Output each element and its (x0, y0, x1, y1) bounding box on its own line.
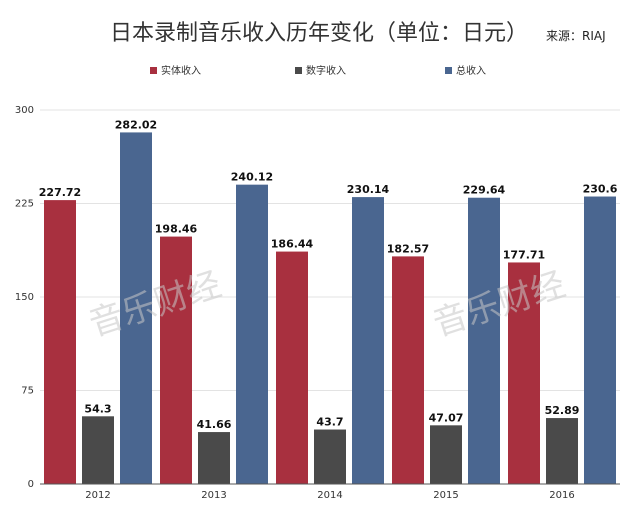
legend-label: 总收入 (456, 64, 486, 77)
bar-2014-series-0 (276, 251, 308, 484)
x-tick-label: 2014 (317, 490, 342, 501)
data-label: 186.44 (271, 238, 314, 251)
data-label: 230.14 (347, 183, 390, 196)
bar-2012-series-1 (82, 416, 114, 484)
bar-2012-series-2 (120, 132, 152, 484)
data-label: 182.57 (387, 242, 429, 255)
bar-2014-series-1 (314, 429, 346, 484)
chart-source: 来源：RIAJ (546, 29, 606, 43)
data-label: 177.71 (503, 248, 545, 261)
bar-2016-series-1 (546, 418, 578, 484)
data-label: 54.3 (84, 402, 111, 415)
data-label: 227.72 (39, 186, 81, 199)
y-tick-label: 225 (15, 199, 34, 210)
bar-2016-series-2 (584, 196, 616, 484)
bars (44, 132, 616, 485)
data-label: 230.6 (583, 183, 618, 196)
bar-2012-series-0 (44, 200, 76, 484)
bar-2013-series-2 (236, 184, 268, 485)
data-label: 43.7 (316, 416, 343, 429)
bar-2015-series-0 (392, 256, 424, 484)
legend-label: 数字收入 (306, 64, 346, 77)
watermark-text: 音乐财经 (84, 265, 226, 345)
data-labels: 227.72 54.3 282.02 198.46 41.66 240.12 186.44 4… (39, 118, 618, 431)
legend-swatch (150, 67, 157, 74)
legend-label: 实体收入 (161, 64, 201, 77)
bar-2016-series-0 (508, 262, 540, 484)
bar-2013-series-0 (160, 236, 192, 484)
bar-2015-series-1 (430, 425, 462, 484)
y-tick-label: 150 (15, 292, 34, 303)
y-tick-label: 300 (15, 105, 34, 116)
x-tick-label: 2013 (201, 490, 226, 501)
legend-swatch (445, 67, 452, 74)
y-tick-label: 75 (21, 386, 34, 397)
y-tick-label: 0 (28, 479, 34, 490)
bar-2013-series-1 (198, 432, 230, 484)
x-tick-label: 2016 (549, 490, 574, 501)
x-tick-label: 2015 (433, 490, 458, 501)
legend-swatch (295, 67, 302, 74)
data-label: 41.66 (197, 418, 232, 431)
chart-title: 日本录制音乐收入历年变化（单位：日元） (110, 21, 528, 46)
x-tick-label: 2012 (85, 490, 110, 501)
legend: 实体收入 数字收入 总收入 (150, 64, 486, 77)
data-label: 47.07 (429, 411, 464, 424)
data-label: 198.46 (155, 223, 198, 236)
axes: 0 75 150 225 300 2012 2013 2014 2015 2016 (15, 105, 620, 501)
data-label: 282.02 (115, 118, 157, 131)
bar-2015-series-2 (468, 197, 500, 485)
data-label: 229.64 (463, 184, 506, 197)
data-label: 240.12 (231, 171, 273, 184)
bar-2014-series-2 (352, 197, 384, 484)
data-label: 52.89 (545, 404, 580, 417)
